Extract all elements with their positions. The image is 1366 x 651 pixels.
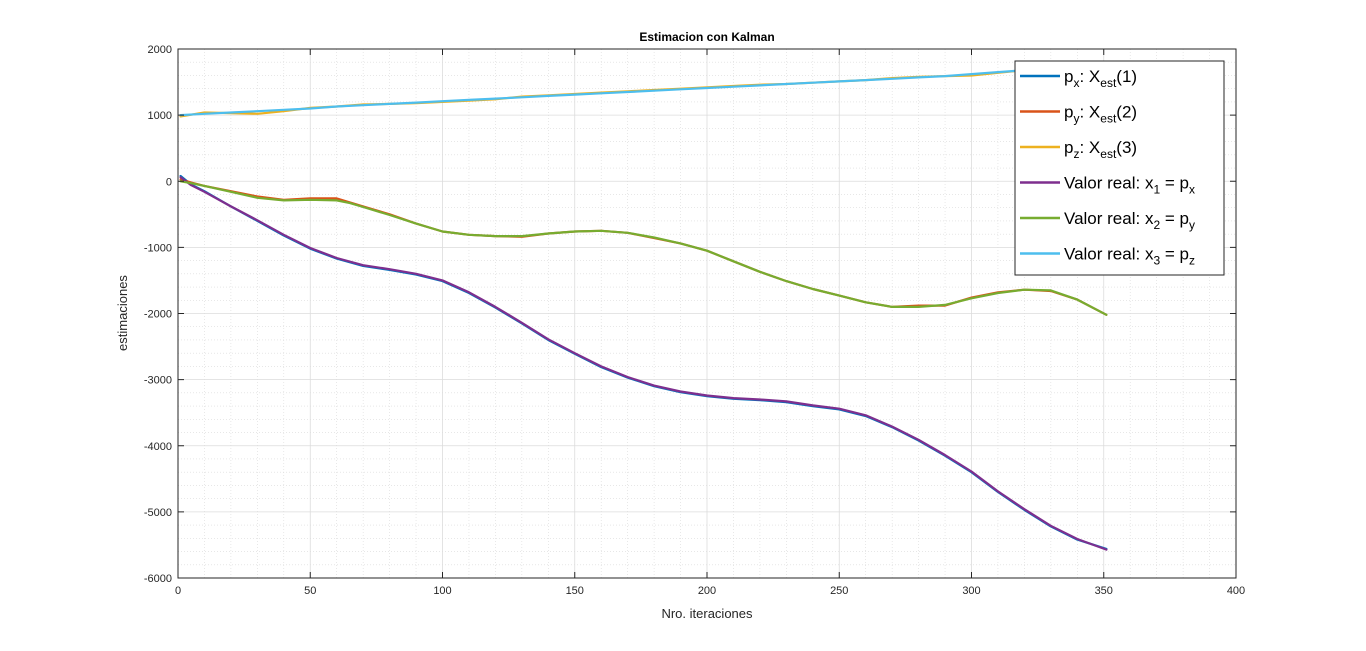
x-tick-label: 0 bbox=[175, 585, 181, 597]
series-line-x1_real bbox=[179, 176, 1108, 551]
y-tick-label: -2000 bbox=[144, 309, 172, 321]
y-axis-label: estimaciones bbox=[115, 275, 130, 351]
legend: px: Xest(1) py: Xest(2) pz: Xest(3) Valor r… bbox=[1014, 60, 1225, 276]
y-tick-label: -6000 bbox=[144, 573, 172, 585]
legend-entry-pz_est: pz: Xest(3) bbox=[1064, 138, 1137, 161]
legend-entry-py_est: py: Xest(2) bbox=[1064, 103, 1137, 126]
x-axis-ticks: 0 50 100 150 200 250 300 350 400 bbox=[175, 49, 1245, 597]
y-tick-label: 2000 bbox=[148, 44, 172, 56]
series-line-x3_real bbox=[179, 69, 1026, 117]
x-axis-label: Nro. iteraciones bbox=[661, 606, 753, 621]
y-tick-label: -1000 bbox=[144, 242, 172, 254]
chart-title: Estimacion con Kalman bbox=[639, 30, 774, 44]
x-tick-label: 150 bbox=[566, 585, 584, 597]
legend-entry-x3_real: Valor real: x3 = pz bbox=[1064, 245, 1195, 268]
y-tick-label: 1000 bbox=[148, 110, 172, 122]
y-tick-label: -4000 bbox=[144, 441, 172, 453]
x-tick-label: 50 bbox=[304, 585, 316, 597]
x-tick-label: 350 bbox=[1095, 585, 1113, 597]
x-tick-label: 250 bbox=[830, 585, 848, 597]
legend-box bbox=[1014, 60, 1225, 276]
x-tick-label: 100 bbox=[433, 585, 451, 597]
series-line-x2_real bbox=[179, 180, 1108, 316]
x-tick-label: 300 bbox=[962, 585, 980, 597]
y-tick-label: 0 bbox=[166, 176, 172, 188]
x-tick-label: 200 bbox=[698, 585, 716, 597]
legend-entry-px_est: px: Xest(1) bbox=[1064, 67, 1137, 90]
y-axis-ticks: -6000 -5000 -4000 -3000 -2000 -1000 0 1000 2000 bbox=[144, 44, 1236, 585]
legend-entry-x2_real: Valor real: x2 = py bbox=[1064, 209, 1195, 232]
y-tick-label: -3000 bbox=[144, 375, 172, 387]
x-tick-label: 400 bbox=[1227, 585, 1245, 597]
series-layer bbox=[179, 69, 1108, 551]
y-tick-label: -5000 bbox=[144, 507, 172, 519]
legend-entry-x1_real: Valor real: x1 = px bbox=[1064, 174, 1195, 197]
